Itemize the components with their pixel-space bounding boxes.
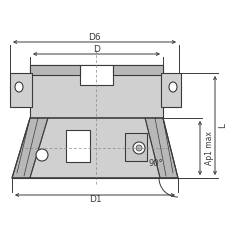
Polygon shape	[30, 118, 160, 178]
Bar	[161, 73, 181, 107]
Bar	[30, 65, 163, 118]
Text: D: D	[93, 44, 100, 54]
Text: D6: D6	[88, 32, 101, 42]
Text: D1: D1	[89, 196, 101, 204]
Bar	[80, 65, 113, 85]
Bar	[66, 130, 90, 162]
Ellipse shape	[169, 82, 177, 92]
Bar	[30, 65, 80, 75]
Circle shape	[133, 142, 145, 154]
Ellipse shape	[15, 82, 23, 92]
Circle shape	[36, 149, 48, 161]
Bar	[10, 73, 32, 107]
FancyBboxPatch shape	[125, 133, 147, 161]
Circle shape	[136, 145, 142, 151]
Text: Ap1 max: Ap1 max	[205, 131, 215, 165]
Polygon shape	[12, 118, 48, 178]
Text: L: L	[218, 123, 228, 128]
Text: 90°: 90°	[149, 160, 163, 168]
Polygon shape	[145, 118, 178, 178]
Bar	[113, 65, 163, 75]
